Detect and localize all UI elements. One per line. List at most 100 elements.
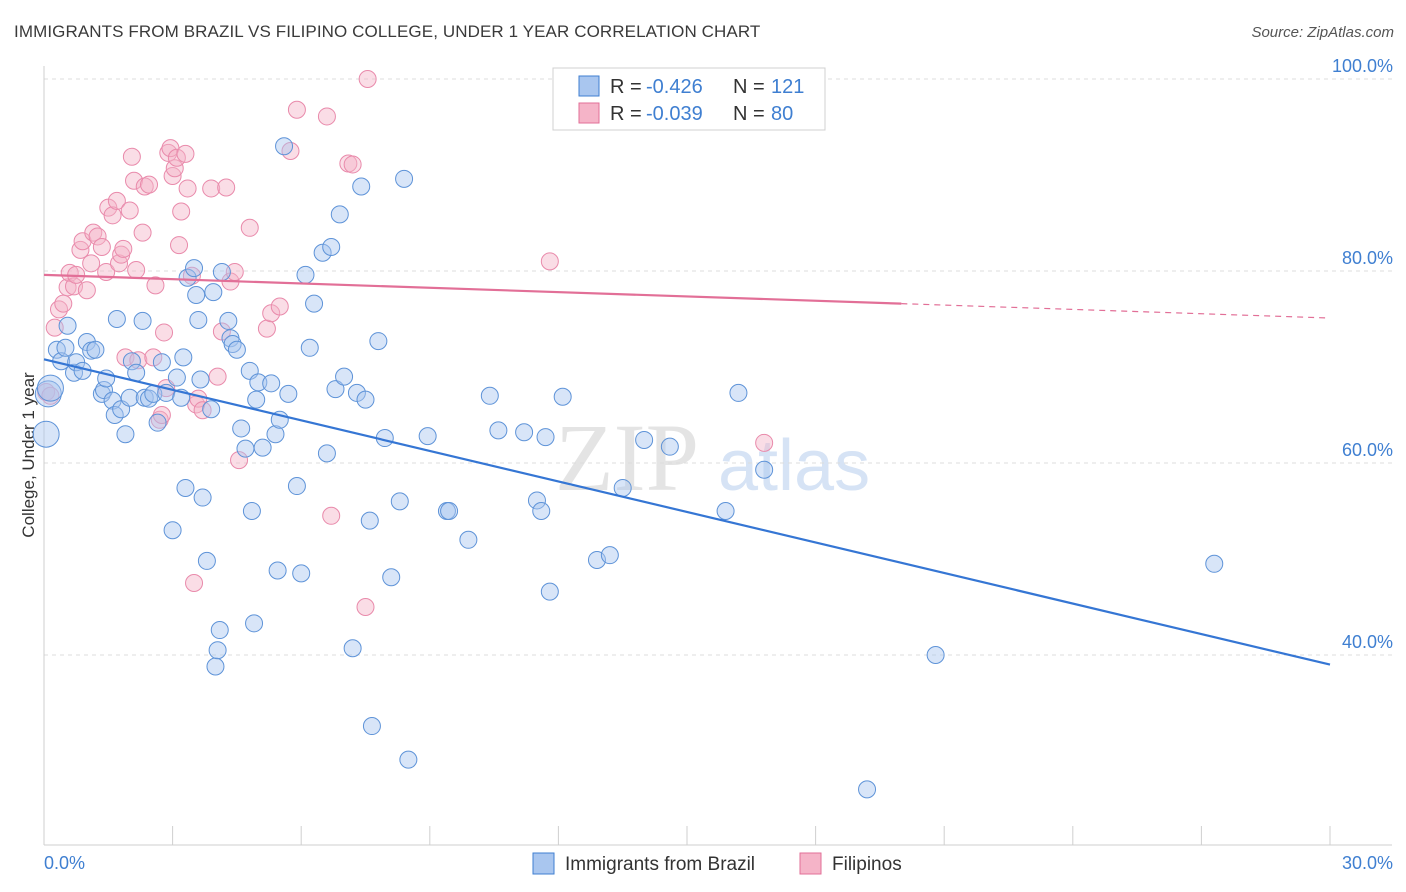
legend-n-label-1: N = (733, 76, 765, 98)
data-point-brazil (262, 374, 281, 393)
legend-r-value-1: -0.426 (646, 76, 703, 98)
trend-line-filipinos-extension (901, 303, 1331, 319)
legend-r-label-1: R = (610, 76, 642, 98)
data-point-brazil (489, 421, 508, 440)
data-point-brazil (515, 423, 534, 442)
data-point-filipinos (257, 319, 276, 338)
data-point-filipinos (60, 263, 79, 282)
data-point-filipinos (58, 278, 77, 297)
data-point-filipinos (133, 223, 152, 242)
data-point-brazil (356, 390, 375, 409)
data-point-brazil (343, 639, 362, 658)
data-point-brazil (174, 348, 193, 367)
legend-n-value-2: 80 (771, 103, 793, 125)
data-point-brazil (122, 352, 141, 371)
data-point-brazil (178, 268, 197, 287)
data-point-filipinos (356, 598, 375, 616)
watermark-atlas: atlas (718, 426, 870, 506)
data-point-brazil (418, 427, 437, 446)
data-point-filipinos (146, 276, 165, 295)
data-point-filipinos (317, 107, 336, 126)
data-point-brazil (362, 717, 381, 736)
x-tick-label-max: 30.0% (1342, 853, 1393, 873)
data-point-brazil (330, 205, 349, 224)
data-point-filipinos (217, 178, 236, 197)
data-point-brazil (279, 384, 298, 403)
watermark-zip: ZIP (555, 404, 699, 511)
data-point-brazil (275, 137, 294, 156)
data-point-brazil (245, 614, 264, 633)
data-point-brazil (532, 502, 551, 520)
data-point-filipinos (270, 297, 289, 316)
legend-swatch-pink (578, 102, 600, 124)
data-point-filipinos (144, 348, 163, 367)
data-point-brazil (287, 477, 306, 496)
tick-labels: 100.0% 80.0% 60.0% 40.0% 0.0% 30.0% (44, 56, 1393, 873)
data-point-brazil (197, 551, 216, 570)
data-point-brazil (480, 386, 499, 405)
data-point-brazil (212, 262, 231, 281)
data-point-brazil (755, 460, 774, 479)
series-legend-swatch-blue (532, 852, 555, 875)
data-point-brazil (206, 657, 225, 676)
y-tick-label: 40.0% (1342, 632, 1393, 652)
data-point-brazil (236, 439, 255, 458)
data-point-filipinos (54, 294, 73, 313)
data-point-brazil (395, 169, 414, 188)
data-point-filipinos (140, 175, 159, 194)
data-point-filipinos (163, 166, 182, 185)
data-point-filipinos (114, 239, 133, 258)
data-point-brazil (163, 521, 182, 540)
data-point-filipinos (202, 179, 221, 198)
data-point-brazil (193, 488, 212, 507)
trend-line-brazil (43, 358, 1331, 666)
data-point-brazil (253, 438, 272, 457)
legend-r-value-2: -0.039 (646, 103, 703, 125)
data-point-brazil (191, 370, 210, 389)
data-point-brazil (249, 373, 268, 392)
data-point-brazil (858, 780, 877, 799)
series-legend-swatch-pink (799, 852, 822, 875)
data-point-brazil (326, 380, 345, 399)
data-point-brazil (189, 310, 208, 329)
data-point-brazil (459, 530, 478, 549)
data-point-brazil (390, 492, 409, 511)
data-point-filipinos (230, 451, 249, 470)
data-point-filipinos (122, 147, 141, 166)
data-point-brazil (208, 641, 227, 660)
data-point-brazil (527, 491, 546, 510)
data-point-brazil (219, 311, 238, 330)
data-point-brazil (1205, 554, 1224, 573)
data-point-brazil (399, 750, 418, 769)
series-legend: Immigrants from Brazil Filipinos (532, 852, 902, 875)
data-point-brazil (36, 374, 64, 402)
data-point-filipinos (92, 238, 111, 256)
data-point-filipinos (155, 323, 174, 342)
data-point-filipinos (107, 191, 126, 210)
x-tick-label-min: 0.0% (44, 853, 85, 873)
data-point-brazil (729, 383, 748, 402)
correlation-legend: R = -0.426 N = 121 R = -0.039 N = 80 (552, 67, 826, 131)
data-point-filipinos (150, 410, 169, 429)
data-point-brazil (635, 430, 654, 449)
data-point-brazil (305, 294, 324, 313)
data-point-brazil (317, 444, 336, 463)
data-point-filipinos (167, 148, 186, 167)
data-point-brazil (58, 316, 77, 335)
data-point-filipinos (77, 281, 96, 300)
y-tick-label: 80.0% (1342, 248, 1393, 268)
data-point-brazil (148, 413, 167, 432)
data-point-filipinos (82, 254, 101, 273)
data-point-brazil (926, 646, 945, 664)
data-point-filipinos (170, 236, 189, 255)
y-axis-label: College, Under 1 year (19, 372, 38, 538)
data-point-brazil (176, 478, 195, 497)
data-point-brazil (120, 388, 139, 407)
series-legend-label-brazil: Immigrants from Brazil (565, 854, 755, 875)
data-point-filipinos (208, 367, 227, 386)
data-point-filipinos (103, 206, 122, 225)
data-point-brazil (613, 478, 632, 497)
data-point-filipinos (120, 201, 139, 220)
data-point-brazil (313, 243, 332, 262)
data-point-brazil (268, 561, 287, 580)
